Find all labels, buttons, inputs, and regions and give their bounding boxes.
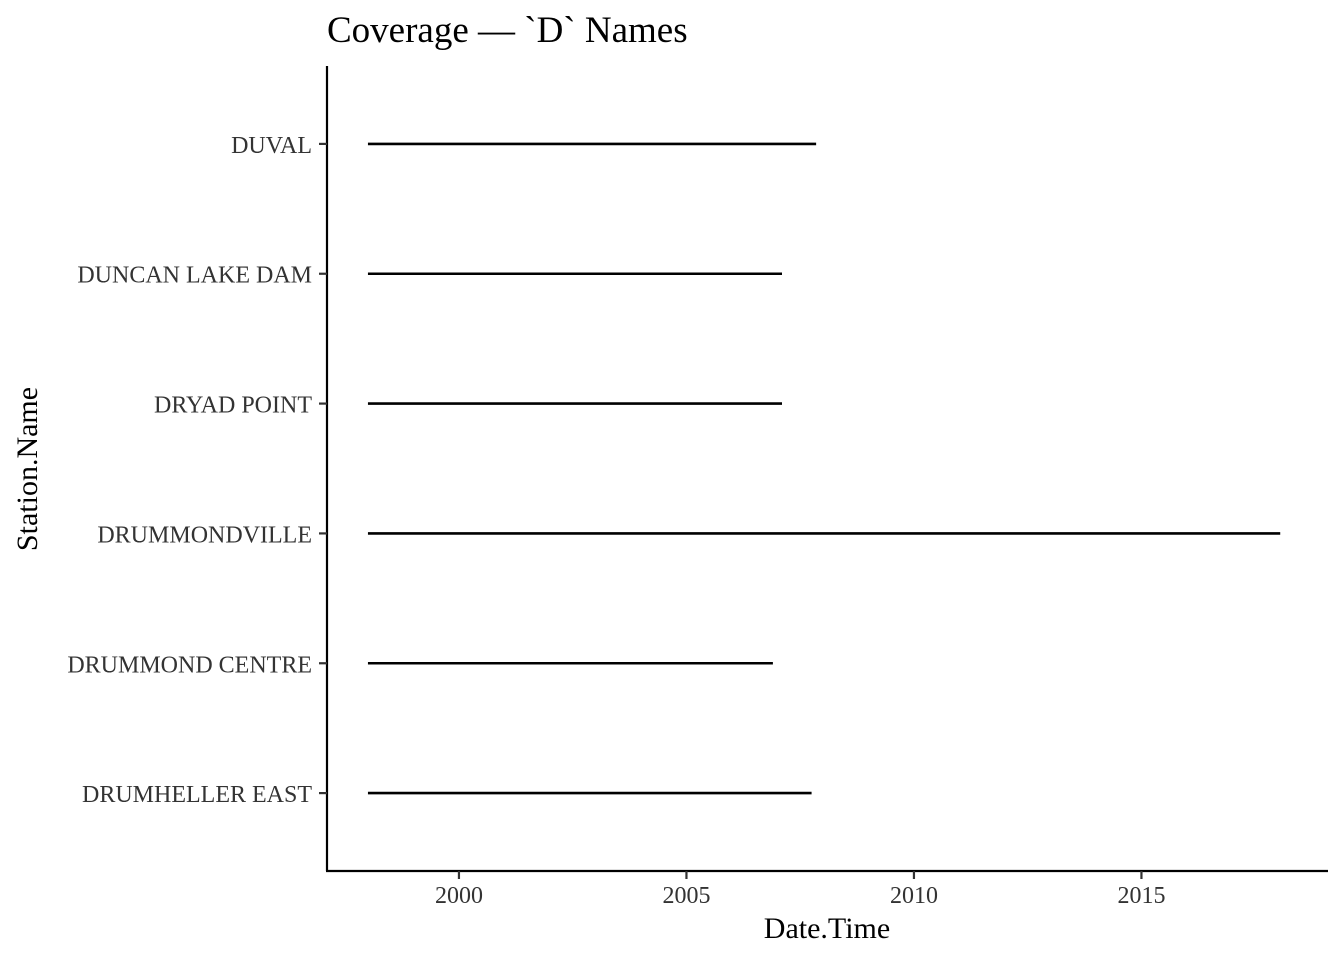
y-tick-label-duncan-lake-dam: DUNCAN LAKE DAM xyxy=(77,263,312,289)
y-tick-label-drumheller-east: DRUMHELLER EAST xyxy=(82,782,312,808)
y-tick-label-drummond-centre: DRUMMOND CENTRE xyxy=(67,652,312,678)
x-tick-label-2010: 2010 xyxy=(890,883,938,909)
x-axis-title: Date.Time xyxy=(764,912,890,945)
y-tick-label-dryad-point: DRYAD POINT xyxy=(154,393,312,419)
y-axis-title: Station.Name xyxy=(11,387,44,551)
plot-area xyxy=(367,142,1281,795)
x-tick-label-2005: 2005 xyxy=(662,883,710,909)
y-axis-ticks: DRUMHELLER EAST DRUMMOND CENTRE DRUMMONDVI… xyxy=(67,133,327,808)
y-tick-label-duval: DUVAL xyxy=(231,133,312,159)
x-tick-label-2015: 2015 xyxy=(1117,883,1165,909)
y-tick-label-drummondville: DRUMMONDVILLE xyxy=(97,522,312,548)
x-tick-label-2000: 2000 xyxy=(435,883,483,909)
x-axis-ticks: 2000 2005 2010 2015 xyxy=(435,871,1165,909)
chart-title: Coverage — `D` Names xyxy=(327,10,688,51)
